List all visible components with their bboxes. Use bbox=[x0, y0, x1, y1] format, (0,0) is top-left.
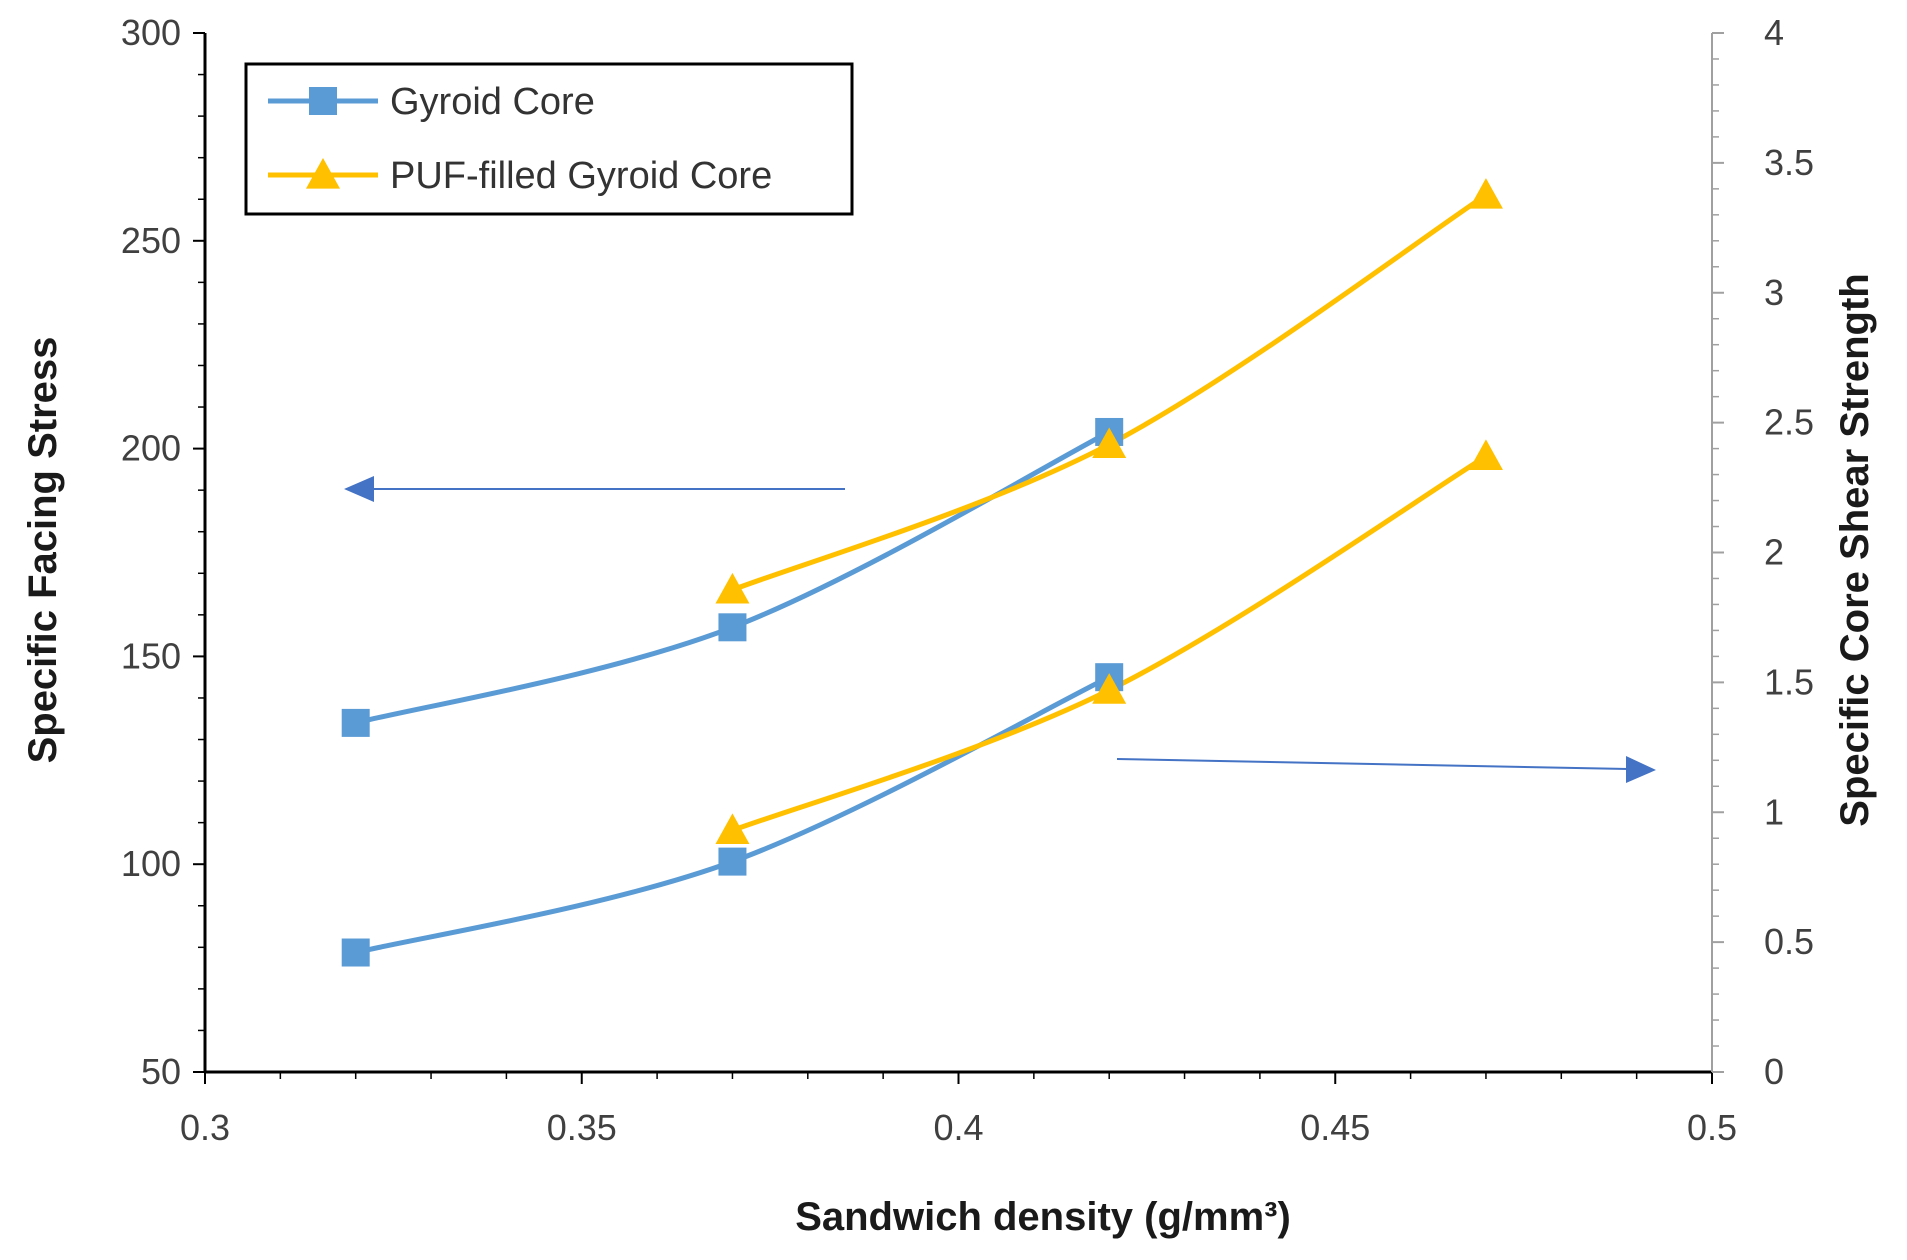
series-lines bbox=[355, 192, 1488, 955]
arrow-right-head bbox=[1626, 756, 1656, 783]
x-tick-label: 0.4 bbox=[933, 1107, 983, 1148]
data-point-puf-filled-gyroid-core-left bbox=[715, 572, 750, 604]
y-right-tick-label: 1 bbox=[1764, 791, 1784, 832]
x-tick-label: 0.3 bbox=[180, 1107, 230, 1148]
legend-square-icon bbox=[309, 87, 337, 115]
y-right-tick-label: 0 bbox=[1764, 1051, 1784, 1092]
data-point-puf-filled-gyroid-core-left bbox=[1468, 178, 1503, 209]
x-tick-label: 0.35 bbox=[547, 1107, 617, 1148]
data-point-puf-filled-gyroid-core-right bbox=[715, 813, 750, 845]
y-axis-right-title: Specific Core Shear Strength bbox=[1833, 273, 1877, 826]
y-right-tick-label: 3.5 bbox=[1764, 142, 1814, 183]
x-tick-label: 0.5 bbox=[1687, 1107, 1737, 1148]
data-point-gyroid-core-right bbox=[341, 938, 370, 967]
data-point-gyroid-core-left bbox=[718, 613, 747, 642]
y-right-tick-label: 1.5 bbox=[1764, 661, 1814, 702]
y-right-tick-label: 4 bbox=[1764, 12, 1784, 53]
data-point-puf-filled-gyroid-core-right bbox=[1092, 673, 1127, 704]
y-left-tick-label: 50 bbox=[141, 1051, 181, 1092]
y-left-tick-label: 250 bbox=[121, 220, 181, 261]
y-right-tick-label: 0.5 bbox=[1764, 921, 1814, 962]
series-markers bbox=[341, 178, 1503, 967]
y-left-tick-label: 150 bbox=[121, 635, 181, 676]
data-point-gyroid-core-right bbox=[718, 847, 747, 876]
legend-label-gyroid-core: Gyroid Core bbox=[390, 81, 595, 123]
y-left-tick-label: 300 bbox=[121, 12, 181, 53]
y-right-tick-label: 2.5 bbox=[1764, 402, 1814, 443]
ticks: 0.3 0.35 0.4 0.45 0.5 50 100 150 200 250 300 0 0.5 1 1… bbox=[121, 12, 1814, 1148]
y-left-tick-label: 200 bbox=[121, 428, 181, 469]
x-tick-label: 0.45 bbox=[1300, 1107, 1370, 1148]
y-axis-left-title: Specific Facing Stress bbox=[21, 337, 65, 764]
annotations bbox=[344, 476, 1656, 783]
series-line-puf-filled-gyroid-core-right bbox=[731, 454, 1488, 833]
legend-box bbox=[244, 62, 854, 216]
legend: Gyroid Core PUF-filled Gyroid Core bbox=[244, 62, 854, 216]
legend-items bbox=[268, 87, 378, 189]
legend-triangle-icon bbox=[306, 158, 340, 189]
arrow-left-head bbox=[344, 476, 374, 502]
y-right-tick-label: 2 bbox=[1764, 532, 1784, 573]
y-right-tick-label: 3 bbox=[1764, 272, 1784, 313]
legend-label-puf-filled-gyroid-core: PUF-filled Gyroid Core bbox=[390, 155, 772, 197]
y-left-tick-label: 100 bbox=[121, 843, 181, 884]
data-point-gyroid-core-left bbox=[341, 708, 370, 737]
x-axis-title: Sandwich density (g/mm³) bbox=[795, 1195, 1291, 1239]
data-point-puf-filled-gyroid-core-left bbox=[1092, 427, 1127, 459]
arrow-right-line bbox=[1116, 758, 1629, 770]
data-point-puf-filled-gyroid-core-right bbox=[1468, 439, 1503, 470]
